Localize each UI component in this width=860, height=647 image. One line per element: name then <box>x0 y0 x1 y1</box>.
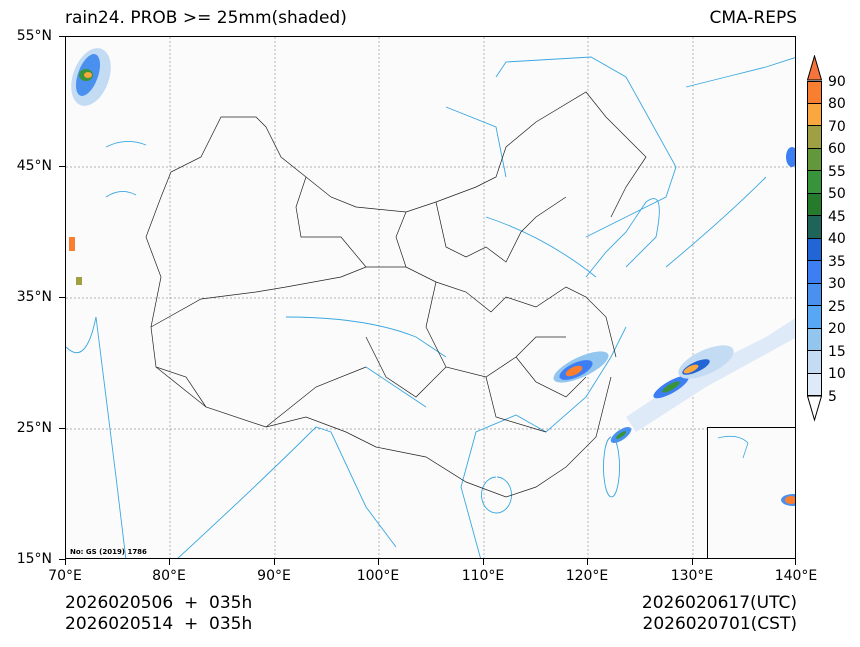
colorbar-min-arrow <box>807 396 822 422</box>
colorbar-label: 5 <box>828 389 837 405</box>
south-china-sea-inset <box>707 427 795 558</box>
gridlines <box>66 37 795 558</box>
colorbar-label: 35 <box>828 254 846 270</box>
colorbar-label: 70 <box>828 119 846 135</box>
y-tick-mark <box>59 36 65 37</box>
colorbar-seg-50-55 <box>807 171 822 194</box>
chart-title: rain24. PROB >= 25mm(shaded) <box>65 8 347 28</box>
colorbar-label: 10 <box>828 366 846 382</box>
init-time: 2026020506 + 035h 2026020514 + 035h <box>65 593 252 635</box>
colorbar-seg-5-10 <box>807 373 822 396</box>
valid-utc: 2026020617(UTC) <box>641 593 797 613</box>
colorbar-label: 25 <box>828 299 846 315</box>
colorbar-seg-45-50 <box>807 193 822 216</box>
colorbar-label: 30 <box>828 276 846 292</box>
borders <box>145 91 647 498</box>
colorbar-seg-30-35 <box>807 261 822 284</box>
colorbar-label: 20 <box>828 321 846 337</box>
x-tick-80: 80°E <box>152 568 186 584</box>
x-tick-mark <box>65 559 66 565</box>
colorbar <box>807 55 822 422</box>
colorbar-label: 50 <box>828 186 846 202</box>
colorbar-label: 40 <box>828 231 846 247</box>
colorbar-seg-40-45 <box>807 216 822 239</box>
x-tick-130: 130°E <box>670 568 714 584</box>
inset-svg <box>717 435 795 506</box>
colorbar-label: 15 <box>828 344 846 360</box>
y-tick-55: 55°N <box>16 28 52 44</box>
precip-shading <box>69 48 795 444</box>
x-tick-mark <box>692 559 693 565</box>
y-tick-45: 45°N <box>16 158 52 174</box>
colorbar-seg-80-90 <box>807 81 822 104</box>
x-tick-mark <box>378 559 379 565</box>
map-svg <box>66 37 795 558</box>
x-tick-mark <box>274 559 275 565</box>
y-tick-mark <box>59 428 65 429</box>
x-tick-100: 100°E <box>356 568 400 584</box>
map-panel: No: GS (2019) 1786 <box>65 36 796 559</box>
x-tick-140: 140°E <box>774 568 818 584</box>
x-tick-mark <box>587 559 588 565</box>
colorbar-label: 80 <box>828 96 846 112</box>
y-tick-mark <box>59 297 65 298</box>
colorbar-seg-10-15 <box>807 351 822 374</box>
colorbar-label: 55 <box>828 164 846 180</box>
colorbar-label: 90 <box>828 74 846 90</box>
colorbar-seg-55-60 <box>807 148 822 171</box>
colorbar-seg-20-25 <box>807 306 822 329</box>
colorbar-seg-70-80 <box>807 103 822 126</box>
y-tick-35: 35°N <box>16 289 52 305</box>
x-tick-70: 70°E <box>48 568 82 584</box>
coastlines <box>66 56 795 558</box>
y-tick-mark <box>59 559 65 560</box>
x-tick-120: 120°E <box>565 568 609 584</box>
init-utc: 2026020506 + 035h <box>65 593 253 613</box>
x-tick-110: 110°E <box>461 568 505 584</box>
colorbar-seg-35-40 <box>807 238 822 261</box>
x-tick-mark <box>483 559 484 565</box>
colorbar-seg-25-30 <box>807 283 822 306</box>
colorbar-seg-60-70 <box>807 126 822 149</box>
map-approval-note: No: GS (2019) 1786 <box>70 548 147 556</box>
x-tick-90: 90°E <box>257 568 291 584</box>
x-tick-mark <box>169 559 170 565</box>
colorbar-label: 45 <box>828 209 846 225</box>
y-tick-mark <box>59 166 65 167</box>
x-tick-mark <box>795 559 796 565</box>
colorbar-label: 60 <box>828 141 846 157</box>
y-tick-25: 25°N <box>16 420 52 436</box>
colorbar-max-arrow <box>807 55 822 81</box>
model-source: CMA-REPS <box>709 8 797 28</box>
init-cst: 2026020514 + 035h <box>65 614 253 634</box>
valid-cst: 2026020701(CST) <box>642 614 797 634</box>
y-tick-15: 15°N <box>16 551 52 567</box>
valid-time: 2026020617(UTC) 2026020701(CST) <box>642 593 797 635</box>
colorbar-seg-15-20 <box>807 328 822 351</box>
